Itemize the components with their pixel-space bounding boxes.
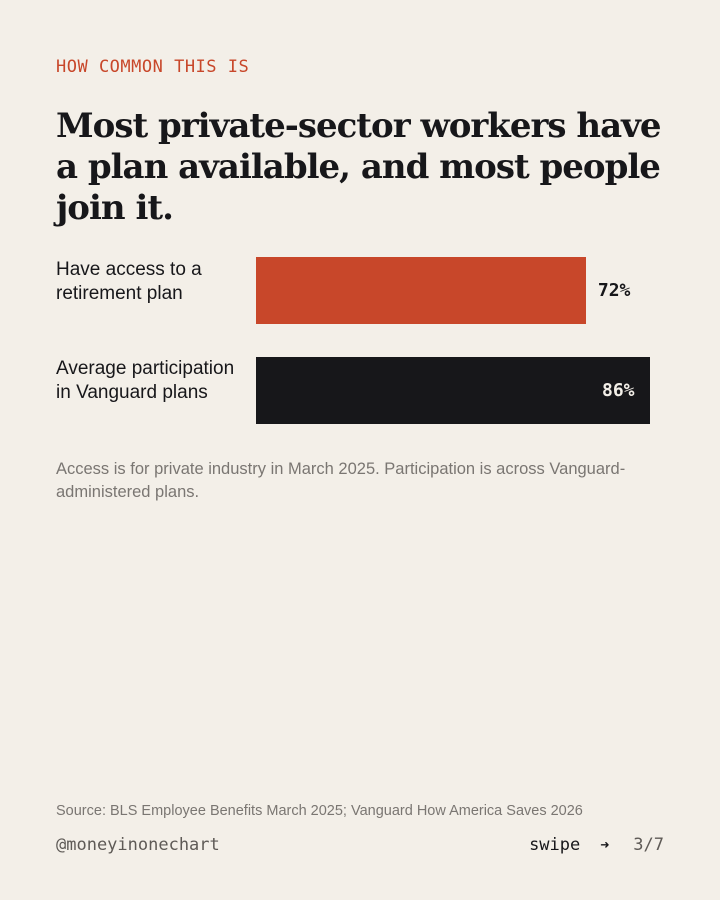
bar [256, 257, 586, 324]
bar-label: Average participation in Vanguard plans [56, 358, 235, 403]
source-line: Source: BLS Employee Benefits March 2025… [56, 803, 583, 819]
swipe-indicator[interactable]: swipe ➜ 3/7 [529, 835, 664, 855]
bar-value-label: 86% [602, 380, 635, 401]
bar-label: Have access to a retirement plan [56, 259, 202, 304]
right-arrow-icon: ➜ [600, 836, 610, 854]
page-title: Most private-sector workers have a plan … [56, 106, 662, 228]
page-indicator: 3/7 [633, 835, 664, 855]
swipe-label: swipe [529, 835, 581, 855]
chart-note: Access is for private industry in March … [56, 460, 626, 501]
bar-value-label: 72% [597, 280, 631, 301]
eyebrow-label: HOW COMMON THIS IS [56, 57, 250, 77]
bar [256, 357, 650, 424]
account-handle[interactable]: @moneyinonechart [56, 835, 220, 855]
